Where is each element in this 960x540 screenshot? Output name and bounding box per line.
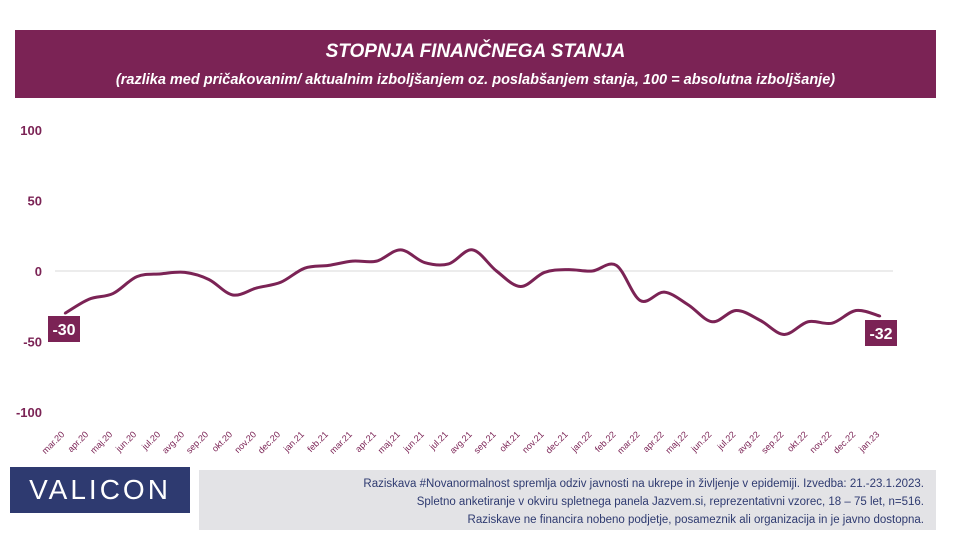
data-point <box>423 261 426 264</box>
data-point <box>183 271 187 274</box>
chart-title-banner: STOPNJA FINANČNEGA STANJA (razlika med p… <box>15 30 936 98</box>
x-tick-label: okt.22 <box>785 429 809 453</box>
footer-note: Raziskava #Novanormalnost spremlja odziv… <box>199 470 936 530</box>
y-tick-label: 50 <box>28 194 42 209</box>
x-tick-label: apr.21 <box>353 429 378 454</box>
series-line <box>64 248 881 336</box>
footer-line-1: Raziskava #Novanormalnost spremlja odziv… <box>363 478 924 490</box>
x-tick-label: jul.20 <box>139 429 162 452</box>
data-point <box>830 321 834 325</box>
footer-line-3: Raziskave ne financira nobeno podjetje, … <box>467 514 924 526</box>
data-point <box>231 293 234 297</box>
data-point <box>687 303 690 307</box>
footer-line-2: Spletno anketiranje v okviru spletnega p… <box>416 496 924 508</box>
first-value-label: -30 <box>52 322 75 339</box>
data-point <box>615 264 618 267</box>
y-tick-label: 0 <box>35 264 42 279</box>
data-point <box>711 320 714 323</box>
x-tick-label: jun.20 <box>113 429 138 454</box>
data-point <box>63 312 67 315</box>
x-tick-label: mar.20 <box>40 429 67 456</box>
data-point <box>111 292 115 295</box>
data-point <box>758 319 762 322</box>
x-tick-label: jan.23 <box>856 429 881 454</box>
data-point <box>734 309 738 312</box>
data-point <box>375 259 378 263</box>
x-tick-label: apr.22 <box>641 429 666 454</box>
data-point <box>782 333 786 336</box>
x-tick-label: dec.21 <box>544 429 570 455</box>
x-tick-label: dec.22 <box>831 429 857 455</box>
data-point <box>279 281 282 284</box>
data-point <box>591 269 594 273</box>
data-point <box>303 266 306 270</box>
data-point <box>471 248 474 252</box>
data-point <box>135 275 139 278</box>
data-point <box>806 320 810 323</box>
x-tick-label: apr.20 <box>66 429 91 454</box>
data-point <box>351 259 354 263</box>
chart-subtitle: (razlika med pričakovanim/ aktualnim izb… <box>115 72 836 88</box>
data-point <box>567 268 570 271</box>
x-tick-label: jun.21 <box>401 429 426 454</box>
data-point <box>543 271 546 274</box>
x-tick-label: sep.22 <box>759 429 785 455</box>
x-tick-label: mar.22 <box>615 429 642 456</box>
data-point <box>207 278 211 281</box>
x-tick-label: avg.22 <box>735 429 761 455</box>
x-tick-label: dec.20 <box>256 429 282 455</box>
data-point <box>663 290 666 294</box>
x-tick-label: feb.22 <box>593 429 618 454</box>
data-point <box>854 309 858 312</box>
x-tick-label: feb.21 <box>305 429 330 454</box>
data-point <box>878 314 882 318</box>
first-value-label-box <box>48 316 80 342</box>
x-tick-label: avg.21 <box>448 429 474 455</box>
x-tick-label: nov.20 <box>232 429 258 455</box>
x-tick-label: nov.21 <box>520 429 546 455</box>
x-tick-label: mar.21 <box>328 429 355 456</box>
data-point <box>639 299 642 302</box>
data-point <box>159 272 163 276</box>
x-tick-label: okt.20 <box>210 429 234 453</box>
data-point <box>447 262 450 266</box>
last-value-label-box <box>865 320 897 346</box>
valicon-logo: VALICON <box>10 467 190 513</box>
y-tick-label: 100 <box>20 123 42 138</box>
data-point <box>495 269 498 273</box>
x-tick-label: jan.22 <box>569 429 594 454</box>
x-tick-label: okt.21 <box>497 429 521 453</box>
x-tick-label: maj.22 <box>663 429 689 455</box>
last-value-label: -32 <box>869 326 892 343</box>
x-tick-label: avg.20 <box>160 429 186 455</box>
x-tick-label: maj.20 <box>88 429 114 455</box>
data-point <box>519 285 522 288</box>
y-tick-label: -100 <box>16 405 42 420</box>
data-point <box>327 264 330 267</box>
x-tick-label: sep.20 <box>184 429 210 455</box>
data-point <box>399 248 402 252</box>
x-tick-label: maj.21 <box>376 429 402 455</box>
x-tick-label: jul.21 <box>427 429 450 452</box>
data-point <box>255 286 258 290</box>
chart-title: STOPNJA FINANČNEGA STANJA <box>325 41 626 62</box>
x-tick-label: sep.21 <box>472 429 498 455</box>
x-tick-label: nov.22 <box>808 429 834 455</box>
x-tick-label: jan.21 <box>281 429 306 454</box>
x-tick-label: jun.22 <box>688 429 713 454</box>
data-point <box>87 298 91 301</box>
x-tick-label: jul.22 <box>715 429 738 452</box>
y-tick-label: -50 <box>23 335 42 350</box>
